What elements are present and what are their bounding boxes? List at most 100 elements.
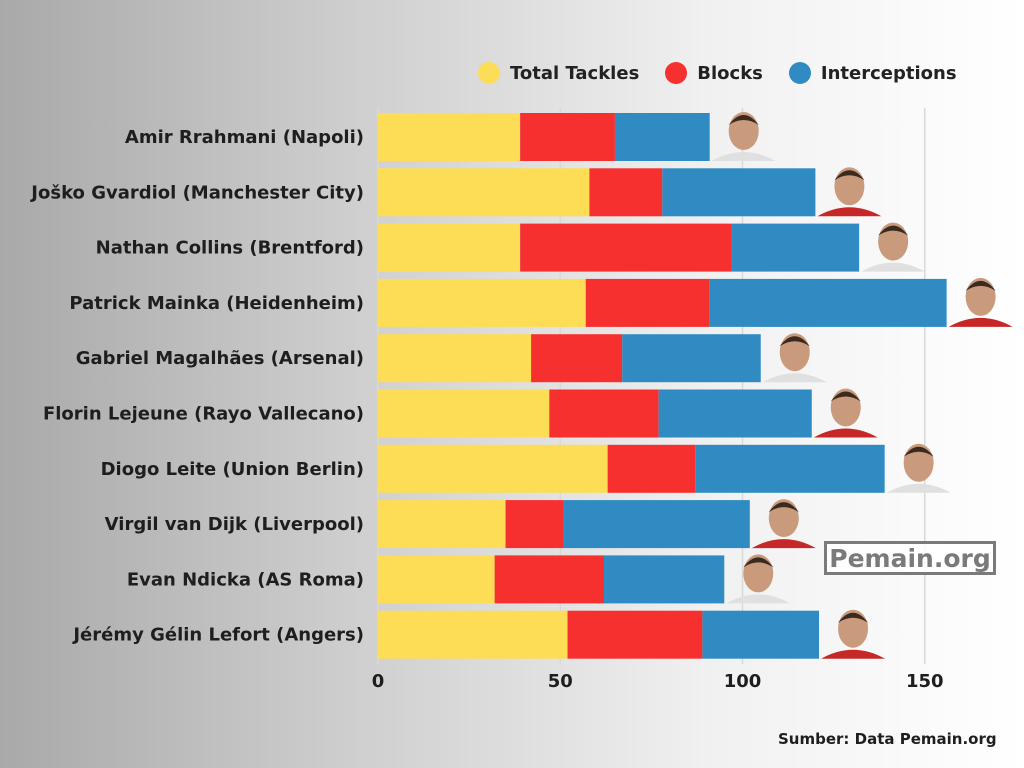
player-face (743, 554, 774, 593)
player-photo (817, 167, 882, 217)
y-category-label: Virgil van Dijk (Liverpool) (105, 514, 364, 535)
legend: Total Tackles Blocks Interceptions (478, 62, 957, 84)
player-face (728, 112, 759, 150)
player-face (878, 222, 909, 261)
bar-segment (505, 500, 564, 549)
bar-segment (589, 168, 663, 217)
player-hair (838, 612, 869, 623)
bar-segment (658, 389, 812, 438)
y-category-label: Florin Lejeune (Rayo Vallecano) (43, 404, 364, 425)
player-shirt (817, 207, 882, 217)
player-shirt (886, 483, 951, 493)
bar-segment (607, 444, 696, 493)
legend-label-interceptions: Interceptions (820, 62, 957, 84)
x-tick-label: 0 (372, 671, 385, 692)
player-face (779, 333, 810, 372)
player-hair (728, 115, 759, 125)
player-hair (768, 502, 799, 513)
player-photo (861, 222, 926, 272)
bar-segment (378, 555, 495, 604)
player-photo (886, 443, 951, 493)
player-shirt (762, 373, 827, 383)
bar-segment (567, 610, 703, 659)
legend-item-blocks: Blocks (665, 62, 763, 84)
bar-segment (695, 444, 885, 493)
player-photo (762, 333, 827, 383)
bar-segment (585, 278, 710, 327)
player-photo (813, 388, 878, 438)
player-face (834, 167, 865, 206)
watermark-logo: Pemain.org (824, 541, 996, 575)
bar-segment (622, 334, 761, 383)
y-category-label: Gabriel Magalhães (Arsenal) (76, 348, 364, 369)
legend-swatch-tackles (478, 62, 500, 84)
player-face (830, 388, 861, 427)
player-hair (965, 280, 996, 291)
bar-segment (563, 500, 750, 549)
bar-segment (614, 113, 710, 161)
player-hair (878, 225, 909, 236)
bar-segment (378, 168, 590, 217)
bar-segment (378, 334, 532, 383)
bar-segment (709, 278, 947, 327)
player-shirt (861, 262, 926, 272)
bar-segment (520, 113, 615, 161)
player-photo (711, 112, 776, 161)
bar-segment (531, 334, 623, 383)
player-shirt (821, 649, 886, 659)
player-hair (834, 170, 865, 181)
legend-item-tackles: Total Tackles (478, 62, 639, 84)
player-photo (726, 554, 791, 604)
legend-label-tackles: Total Tackles (510, 62, 640, 84)
bar-segment (378, 389, 550, 438)
player-face (838, 609, 869, 648)
player-hair (743, 557, 774, 568)
player-face (768, 499, 799, 538)
legend-item-interceptions: Interceptions (788, 62, 957, 84)
player-face (903, 443, 934, 482)
y-category-label: Joško Gvardiol (Manchester City) (29, 182, 364, 203)
player-hair (830, 391, 861, 402)
bar-segment (549, 389, 659, 438)
y-category-label: Jérémy Gélin Lefort (Angers) (71, 625, 364, 646)
bars (378, 113, 947, 659)
y-axis-labels: Amir Rrahmani (Napoli) Joško Gvardiol (Ma… (29, 127, 364, 646)
bar-segment (731, 223, 860, 272)
legend-swatch-blocks (665, 62, 688, 84)
player-face (965, 277, 996, 316)
player-shirt (726, 594, 791, 604)
legend-swatch-interceptions (788, 62, 811, 84)
bar-segment (378, 610, 568, 659)
x-tick-label: 100 (724, 671, 762, 692)
x-axis-ticks: 0 50 100 150 (372, 671, 944, 692)
bar-segment (662, 168, 816, 217)
bar-segment (378, 278, 586, 327)
player-shirt (711, 152, 776, 161)
bar-segment (378, 113, 521, 161)
player-photos (711, 112, 1013, 659)
y-category-label: Amir Rrahmani (Napoli) (125, 127, 364, 148)
bar-segment (494, 555, 604, 604)
player-photo (948, 277, 1013, 327)
player-shirt (751, 539, 816, 549)
x-tick-label: 50 (548, 671, 573, 692)
y-category-label: Diogo Leite (Union Berlin) (101, 459, 364, 480)
y-category-label: Evan Ndicka (AS Roma) (127, 569, 364, 590)
bar-segment (603, 555, 725, 604)
bar-segment (378, 223, 521, 272)
source-note: Sumber: Data Pemain.org (778, 730, 997, 748)
player-hair (779, 336, 810, 347)
player-hair (903, 446, 934, 457)
bar-segment (378, 444, 608, 493)
bar-segment (520, 223, 732, 272)
player-photo (821, 609, 886, 659)
y-category-label: Patrick Mainka (Heidenheim) (69, 293, 364, 314)
player-shirt (948, 317, 1013, 327)
y-category-label: Nathan Collins (Brentford) (96, 238, 364, 259)
bar-segment (702, 610, 820, 659)
bar-segment (378, 500, 506, 549)
player-shirt (813, 428, 878, 438)
legend-label-blocks: Blocks (697, 62, 763, 84)
x-tick-label: 150 (906, 671, 944, 692)
